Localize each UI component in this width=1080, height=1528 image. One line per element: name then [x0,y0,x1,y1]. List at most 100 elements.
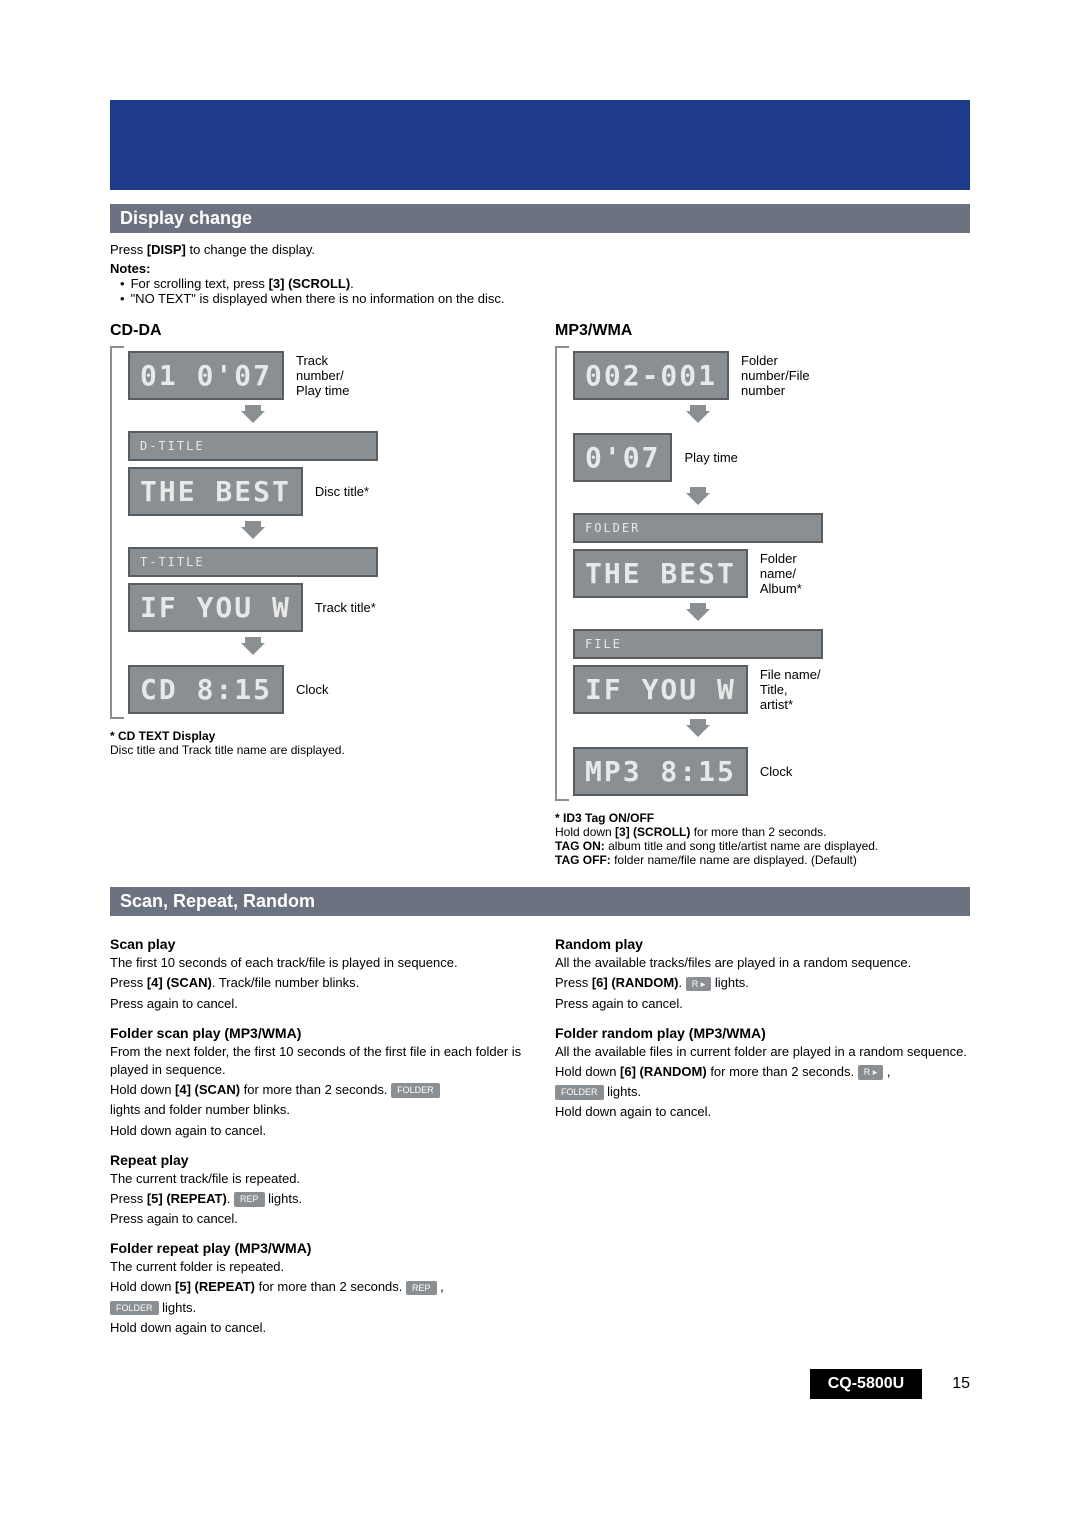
bullet-item: For scrolling text, press [3] (SCROLL). [110,276,970,291]
flow-return-line [555,346,569,801]
text: FOLDER lights. [555,1083,970,1101]
lcd-screen: 01 0'07 [128,351,284,400]
lcd-screen: 0'07 [573,433,672,482]
folder-icon: FOLDER [110,1301,159,1316]
disp-instruction: Press [DISP] to change the display. [110,241,970,259]
scan-left-column: Scan play The first 10 seconds of each t… [110,924,525,1339]
text: All the available tracks/files are playe… [555,954,970,972]
mp3-column: MP3/WMA 002-001 Folder number/File numbe… [555,316,970,867]
text: FOLDER lights. [110,1299,525,1317]
id3-note: * ID3 Tag ON/OFF Hold down [3] (SCROLL) … [555,811,970,867]
arrow-down-icon [573,405,823,428]
text: Press [110,242,147,257]
text: Hold down [5] (REPEAT) for more than 2 s… [110,1278,525,1296]
text: Press again to cancel. [555,995,970,1013]
lcd-screen-small: FOLDER [573,513,823,543]
arrow-down-icon [128,637,378,660]
lcd-screen-small: D-TITLE [128,431,378,461]
page-number: 15 [952,1375,970,1393]
text-bold: [DISP] [147,242,186,257]
folder-icon: FOLDER [391,1083,440,1098]
flow-return-line [110,346,124,719]
lcd-screen: IF YOU W [128,583,303,632]
lcd-label: Track number/ Play time [296,353,378,398]
lcd-screen: 002-001 [573,351,729,400]
cdda-title: CD-DA [110,322,525,340]
text-bold: TAG OFF: [555,853,611,867]
arrow-down-icon [128,405,378,428]
text: From the next folder, the first 10 secon… [110,1043,525,1079]
rep-icon: REP [406,1281,437,1296]
text: Press [5] (REPEAT). REP lights. [110,1190,525,1208]
text: All the available files in current folde… [555,1043,970,1061]
folder-icon: FOLDER [555,1085,604,1100]
text: lights and folder number blinks. [110,1101,525,1119]
folder-random-title: Folder random play (MP3/WMA) [555,1025,970,1041]
lcd-label: Folder number/File number [741,353,823,398]
lcd-screen-small: T-TITLE [128,547,378,577]
scan-right-column: Random play All the available tracks/fil… [555,924,970,1339]
text: For scrolling text, press [131,276,269,291]
text-bold: [3] (SCROLL) [269,276,351,291]
text: Hold down [4] (SCAN) for more than 2 sec… [110,1081,525,1099]
random-icon: R ▸ [858,1065,884,1080]
mp3-title: MP3/WMA [555,322,970,340]
lcd-label: Track title* [315,600,378,615]
text-bold: [3] (SCROLL) [615,825,690,839]
text: Press [6] (RANDOM). R ▸ lights. [555,974,970,992]
section-scan-repeat-random: Scan, Repeat, Random [110,887,970,916]
text: The current track/file is repeated. [110,1170,525,1188]
note-title: * ID3 Tag ON/OFF [555,811,654,825]
lcd-screen: THE BEST [573,549,748,598]
arrow-down-icon [573,719,823,742]
text: "NO TEXT" is displayed when there is no … [131,291,505,306]
folder-scan-title: Folder scan play (MP3/WMA) [110,1025,525,1041]
note-title: * CD TEXT Display [110,729,215,743]
text: album title and song title/artist name a… [605,839,878,853]
lcd-label: Folder name/ Album* [760,551,823,596]
section-display-change: Display change [110,204,970,233]
cdda-column: CD-DA 01 0'07 Track number/ Play time D-… [110,316,525,867]
lcd-screen: MP3 8:15 [573,747,748,796]
text: for more than 2 seconds. [690,825,826,839]
random-icon: R ▸ [686,977,712,992]
lcd-label: Play time [684,450,823,465]
text: Hold down [555,825,615,839]
cdtext-note: * CD TEXT Display Disc title and Track t… [110,729,525,757]
header-bar [110,100,970,190]
lcd-label: File name/ Title, artist* [760,667,823,712]
lcd-screen: CD 8:15 [128,665,284,714]
arrow-down-icon [573,603,823,626]
text-bold: TAG ON: [555,839,605,853]
text: to change the display. [186,242,315,257]
bullet-item: "NO TEXT" is displayed when there is no … [110,291,970,306]
folder-repeat-title: Folder repeat play (MP3/WMA) [110,1240,525,1256]
text: Hold down [6] (RANDOM) for more than 2 s… [555,1063,970,1081]
random-title: Random play [555,936,970,952]
text: Press [4] (SCAN). Track/file number blin… [110,974,525,992]
model-badge: CQ-5800U [810,1369,922,1399]
text: . [350,276,354,291]
text: Hold down again to cancel. [110,1122,525,1140]
arrow-down-icon [573,487,823,510]
lcd-screen: THE BEST [128,467,303,516]
lcd-label: Disc title* [315,484,378,499]
text: folder name/file name are displayed. (De… [611,853,857,867]
arrow-down-icon [128,521,378,544]
text: The current folder is repeated. [110,1258,525,1276]
text: Press again to cancel. [110,1210,525,1228]
text: Press again to cancel. [110,995,525,1013]
notes-heading: Notes: [110,261,970,276]
text: Hold down again to cancel. [110,1319,525,1337]
rep-icon: REP [234,1192,265,1207]
repeat-title: Repeat play [110,1152,525,1168]
lcd-label: Clock [760,764,823,779]
manual-page: Display change Press [DISP] to change th… [0,0,1080,1459]
scan-play-title: Scan play [110,936,525,952]
page-footer: CQ-5800U 15 [110,1369,970,1399]
lcd-label: Clock [296,682,378,697]
note-body: Disc title and Track title name are disp… [110,743,345,757]
lcd-screen: IF YOU W [573,665,748,714]
text: The first 10 seconds of each track/file … [110,954,525,972]
lcd-screen-small: FILE [573,629,823,659]
